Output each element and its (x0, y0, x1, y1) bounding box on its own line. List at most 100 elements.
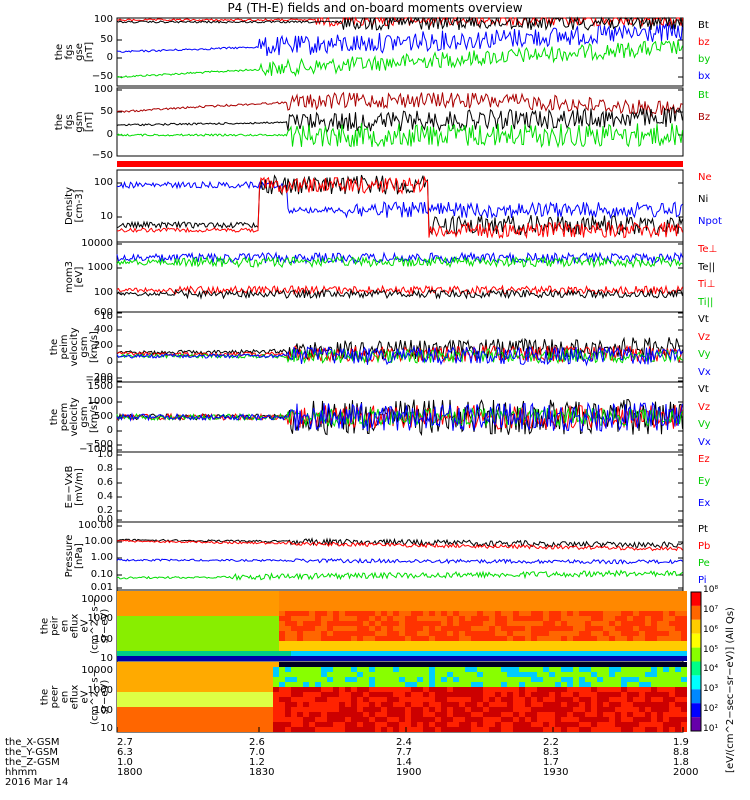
ytick-label: −50 (91, 71, 113, 82)
ylabel-pressure: Pressure [nPa] (64, 534, 85, 578)
panel-frame-temp (116, 241, 684, 313)
ytick-label: −1000 (79, 444, 113, 455)
spectrogram-peir (117, 591, 687, 661)
colorbar-segment (691, 647, 701, 662)
legend-temp-te||: Te|| (698, 261, 716, 273)
colorbar-segment (691, 717, 701, 731)
ylabel-peim_vel: the peim velocity gsm [km/s] (49, 327, 100, 367)
ytick-label: 1000 (87, 396, 113, 407)
colorbar-segment (691, 675, 701, 690)
ylabel-efield: E=−VxB [mV/m] (64, 465, 85, 509)
colorbar-tick: 10⁶ (703, 624, 719, 635)
ytick-label: 1.00 (90, 552, 113, 563)
footer-value: 8.3 (543, 747, 559, 758)
footer-value: 7.0 (249, 747, 265, 758)
ylabel-peir_flux: the peir en eflux eV (cm^2−s− sr−eV) (39, 597, 110, 654)
ytick-label: 10 (100, 723, 113, 734)
trace-tipar (116, 255, 683, 269)
footer-value: 1.4 (396, 757, 412, 768)
footer-value: 1900 (396, 767, 422, 778)
legend-temp-ti||: Ti|| (698, 296, 714, 308)
ytick-label: 100 (93, 84, 113, 95)
footer-value: 1.2 (249, 757, 265, 768)
legend-peem_vel-vt: Vt (698, 384, 709, 395)
colorbar-tick: 10⁸ (703, 585, 719, 595)
panel-frame-fgs_gsm (116, 87, 684, 157)
trace-pi (116, 557, 683, 565)
ytick-label: 100 (93, 705, 113, 716)
footer-value: 6.3 (117, 747, 133, 758)
trace-bx (116, 22, 683, 56)
colorbar-tick: 10¹ (703, 724, 719, 734)
ylabel-peer_flux: the peer en eflux eV (cm^2−s− sr−eV) (39, 668, 110, 725)
footer-value: 2.4 (396, 737, 412, 748)
ytick-label: 1000 (87, 262, 113, 273)
trace-ne (117, 175, 683, 240)
legend-peim_vel-vy: Vy (698, 349, 711, 360)
ytick-label: 0.4 (97, 491, 113, 502)
colorbar-tick: 10⁴ (703, 664, 719, 675)
legend-peim_vel-vx: Vx (698, 366, 711, 378)
legend-fgs_gsm-bz: Bz (698, 112, 711, 123)
footer-value: 1.9 (673, 737, 689, 748)
ytick-label: 50 (100, 34, 113, 45)
footer-value: 8.8 (673, 747, 689, 758)
footer-row-label: the_X-GSM (5, 737, 60, 748)
legend-pressure-pt: Pt (698, 524, 708, 535)
colorbar-frame (690, 591, 702, 732)
footer-value: 2.7 (117, 737, 133, 748)
legend-pressure-pb: Pb (698, 541, 711, 552)
ytick-label: 100 (93, 634, 113, 645)
legend-density-ni: Ni (698, 194, 709, 205)
colorbar-segment (691, 605, 701, 620)
colorbar-segment (691, 661, 701, 676)
ytick-label: 100 (93, 287, 113, 298)
colorbar-tick: 10³ (703, 684, 719, 695)
ytick-label: 10000 (81, 238, 113, 249)
ylabel-temp: mom3 [eV] (64, 261, 85, 293)
ytick-label: −500 (85, 439, 113, 450)
ytick-label: 0.2 (97, 505, 113, 516)
ytick-label: 10000 (81, 594, 113, 605)
footer-value: 1.8 (673, 757, 689, 768)
colorbar-tick: 10⁵ (703, 644, 719, 655)
colorbar-tick: 10² (703, 704, 719, 715)
legend-fgs_gse-bx: bx (698, 71, 711, 82)
ytick-label: 0 (106, 129, 113, 140)
spectrogram-peer (117, 662, 687, 732)
ytick-label: 1.0 (97, 449, 113, 460)
colorbar-tick: 10⁷ (703, 604, 719, 615)
ytick-label: 0 (106, 356, 113, 367)
panel-frame-pressure (116, 521, 684, 591)
ytick-label: 100 (93, 177, 113, 188)
trace-vx-e (116, 401, 683, 433)
legend-peem_vel-vx: Vx (698, 436, 711, 448)
ytick-label: 0 (106, 52, 113, 63)
legend-density-npot: Npot (698, 216, 722, 227)
colorbar-segment (691, 689, 701, 704)
trace-pb (116, 539, 683, 552)
ytick-label: 100.00 (78, 520, 113, 531)
ytick-label: 50 (100, 106, 113, 117)
ytick-label: 0.0 (97, 514, 113, 525)
legend-fgs_gsm-bt: Bt (698, 90, 709, 101)
ylabel-fgs_gsm: the fgs gsm [nT] (54, 111, 95, 133)
legend-fgs_gse-bt: Bt (698, 20, 709, 31)
legend-peim_vel-vz: Vz (698, 331, 711, 343)
footer-row-label: the_Y-GSM (5, 747, 59, 758)
legend-fgs_gse-by: by (698, 54, 711, 65)
ytick-label: 400 (93, 324, 113, 335)
ytick-label: 100 (93, 14, 113, 25)
trace-pe (116, 569, 683, 582)
footer-value: 2.6 (249, 737, 265, 748)
ytick-label: −50 (91, 150, 113, 161)
footer-row-label: the_Z-GSM (5, 757, 60, 768)
trace-vx-i (116, 345, 683, 367)
legend-efield-ex: Ex (698, 498, 711, 509)
ytick-label: 1500 (87, 381, 113, 392)
ytick-label: 0 (106, 425, 113, 436)
legend-efield-ey: Ey (698, 476, 711, 487)
legend-pressure-pe: Pe (698, 558, 710, 569)
